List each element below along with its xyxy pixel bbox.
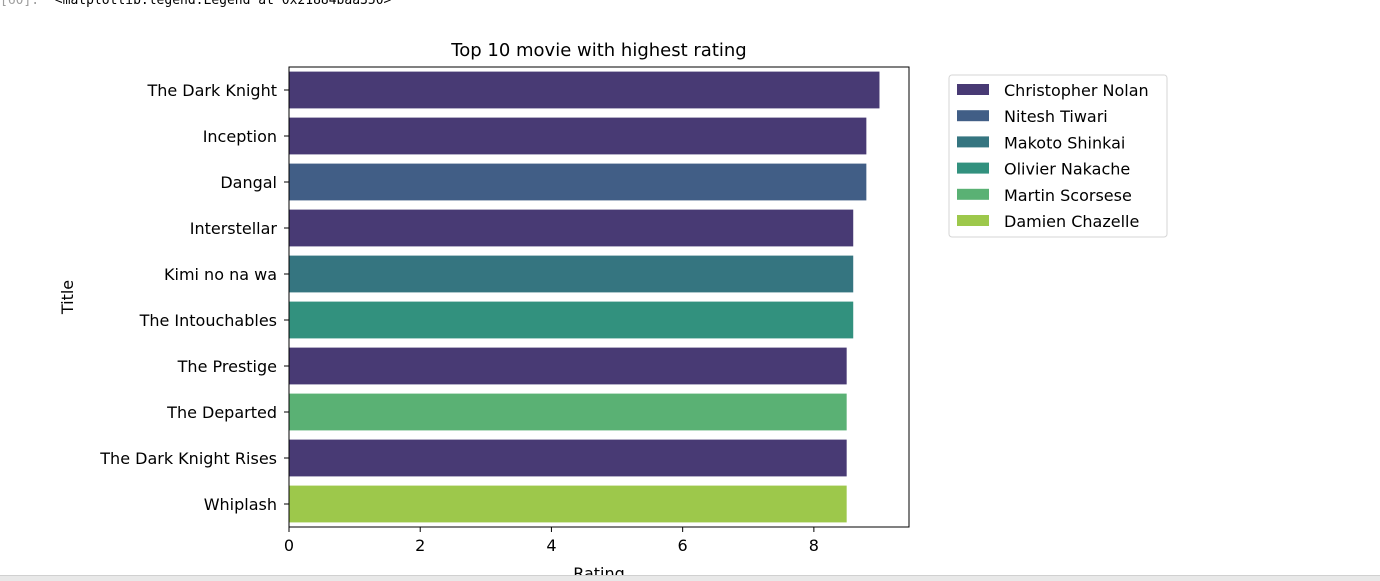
bar — [289, 71, 880, 109]
bars-layer — [289, 71, 880, 523]
x-tick-label: 4 — [546, 536, 556, 555]
horizontal-scrollbar[interactable] — [0, 575, 1380, 581]
cell-output-line: [60]: <matplotlib.legend.Legend at 0x218… — [0, 0, 391, 11]
legend-swatch — [957, 188, 989, 200]
chart-title: Top 10 movie with highest rating — [450, 40, 746, 61]
legend-label: Nitesh Tiwari — [1004, 107, 1108, 126]
legend-box — [948, 74, 1168, 238]
legend: Christopher Nolan Nitesh Tiwari Makoto Shi… — [948, 74, 1168, 238]
cell-prompt: [60]: — [0, 0, 40, 8]
x-tick-label: 8 — [809, 536, 819, 555]
cell-output-text: <matplotlib.legend.Legend at 0x21884baa3… — [54, 0, 392, 8]
legend-label: Olivier Nakache — [1004, 160, 1130, 179]
y-tick-label: Dangal — [220, 173, 277, 192]
y-axis-label: Title — [58, 280, 77, 315]
plot-frame — [288, 66, 910, 528]
bar — [289, 301, 854, 339]
legend-label: Martin Scorsese — [1004, 186, 1132, 205]
bar — [289, 255, 854, 293]
legend-swatch — [957, 136, 989, 148]
y-tick-label: Interstellar — [190, 219, 278, 238]
legend-swatch — [957, 215, 989, 226]
y-tick-label: The Departed — [166, 403, 277, 422]
legend-swatch — [957, 84, 989, 95]
x-tick-label: 0 — [284, 536, 294, 555]
legend-label: Christopher Nolan — [1004, 81, 1149, 100]
y-tick-label: Kimi no na wa — [164, 265, 277, 284]
x-tick-label: 6 — [678, 536, 688, 555]
bar — [289, 163, 867, 201]
bar — [289, 347, 847, 385]
y-tick-label: The Dark Knight Rises — [99, 449, 277, 468]
bar — [289, 485, 847, 523]
y-tick-label: The Dark Knight — [146, 81, 277, 100]
y-tick-label: Inception — [203, 127, 277, 146]
legend-label: Makoto Shinkai — [1004, 133, 1125, 152]
legend-swatch — [957, 162, 989, 174]
y-tick-label: Whiplash — [204, 495, 277, 514]
bar — [289, 439, 847, 477]
y-tick-label: The Prestige — [177, 357, 277, 376]
legend-label: Damien Chazelle — [1004, 212, 1139, 231]
x-ticks: 0 2 4 6 8 — [284, 527, 819, 555]
x-tick-label: 2 — [415, 536, 425, 555]
y-tick-label: The Intouchables — [139, 311, 277, 330]
y-ticks: The Dark Knight Inception Dangal Interstell… — [99, 81, 289, 514]
legend-swatch — [957, 110, 989, 122]
bar — [289, 209, 854, 247]
bar — [289, 117, 867, 155]
bar — [289, 393, 847, 431]
